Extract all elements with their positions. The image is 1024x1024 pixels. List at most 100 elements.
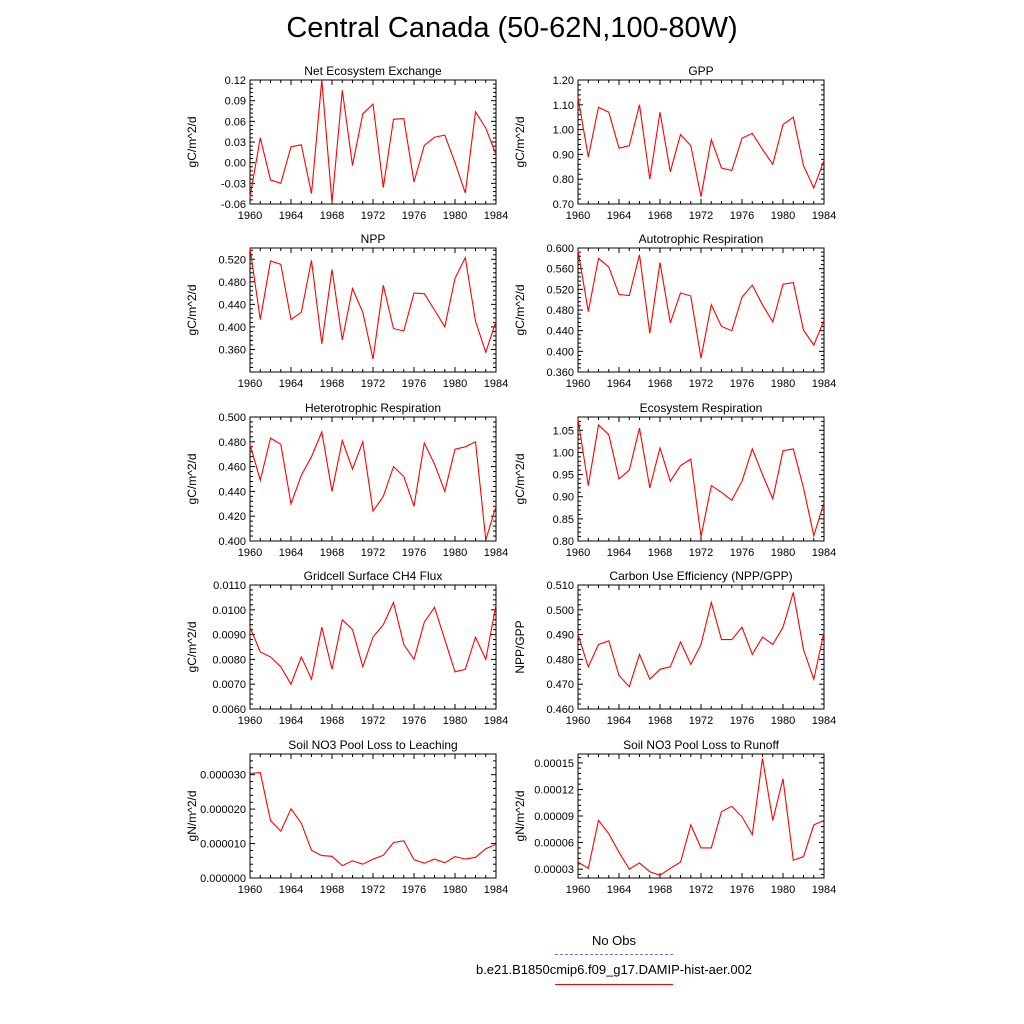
y-tick-label: 0.420 — [218, 511, 246, 523]
y-tick-label: 0.0070 — [212, 679, 246, 691]
legend-line-model — [555, 984, 673, 985]
x-tick-label: 1968 — [648, 547, 672, 559]
y-tick-label: 0.480 — [546, 654, 574, 666]
x-tick-label: 1972 — [361, 210, 385, 222]
x-tick-label: 1960 — [238, 378, 262, 390]
series-line — [249, 79, 497, 203]
y-tick-label: 0.90 — [553, 149, 574, 161]
x-tick-label: 1984 — [812, 547, 836, 559]
x-tick-label: 1964 — [607, 715, 631, 727]
x-tick-label: 1976 — [402, 715, 426, 727]
y-axis-label: gC/m^2/d — [513, 117, 527, 168]
x-tick-label: 1980 — [771, 547, 795, 559]
x-tick-label: 1976 — [402, 547, 426, 559]
x-tick-label: 1968 — [320, 715, 344, 727]
x-tick-label: 1964 — [607, 547, 631, 559]
legend-label-model: b.e21.B1850cmip6.f09_g17.DAMIP-hist-aer.… — [475, 962, 753, 977]
panel-title: Autotrophic Respiration — [639, 232, 764, 246]
x-tick-label: 1976 — [730, 884, 754, 896]
x-tick-label: 1964 — [607, 210, 631, 222]
y-tick-label: 0.90 — [553, 492, 574, 504]
x-tick-label: 1964 — [279, 547, 303, 559]
x-tick-label: 1984 — [484, 378, 508, 390]
x-tick-label: 1968 — [648, 884, 672, 896]
y-axis-label: gC/m^2/d — [513, 285, 527, 336]
panel-9: Soil NO3 Pool Loss to Runoff 1960 1964 1968… — [513, 738, 836, 896]
y-tick-label: 1.00 — [553, 447, 574, 459]
x-tick-label: 1984 — [484, 884, 508, 896]
x-tick-label: 1968 — [648, 715, 672, 727]
panel-5: Ecosystem Respiration 1960 1964 1968 1972 197… — [513, 401, 836, 559]
x-tick-label: 1960 — [566, 715, 590, 727]
y-tick-label: 0.400 — [218, 536, 246, 548]
y-tick-label: 0.440 — [218, 486, 246, 498]
panel-2: NPP 1960 1964 1968 1972 1976 1980 1984 0.360 0.40… — [185, 232, 508, 390]
panel-title: Soil NO3 Pool Loss to Leaching — [288, 738, 457, 752]
y-tick-label: 0.520 — [546, 284, 574, 296]
x-tick-label: 1972 — [361, 378, 385, 390]
x-tick-label: 1980 — [771, 378, 795, 390]
y-tick-label: 0.00009 — [534, 811, 574, 823]
x-tick-label: 1972 — [689, 715, 713, 727]
y-tick-label: 0.00012 — [534, 784, 574, 796]
x-tick-label: 1964 — [279, 884, 303, 896]
panel-8: Soil NO3 Pool Loss to Leaching 1960 1964 19… — [185, 738, 508, 896]
panel-title: Net Ecosystem Exchange — [304, 64, 442, 78]
x-tick-label: 1972 — [689, 378, 713, 390]
x-tick-label: 1984 — [812, 884, 836, 896]
x-tick-label: 1976 — [730, 715, 754, 727]
y-tick-label: 0.00015 — [534, 758, 574, 770]
x-tick-label: 1976 — [402, 378, 426, 390]
x-tick-label: 1980 — [771, 884, 795, 896]
plot-frame — [577, 584, 825, 710]
series-line — [249, 429, 497, 540]
y-tick-label: 0.460 — [546, 704, 574, 716]
x-tick-label: 1980 — [443, 210, 467, 222]
y-tick-label: 0.12 — [225, 75, 246, 87]
y-tick-label: 0.03 — [225, 137, 246, 149]
y-tick-label: 0.480 — [218, 277, 246, 289]
y-tick-label: 0.520 — [218, 254, 246, 266]
y-tick-label: 0.000010 — [200, 839, 246, 851]
panel-title: Gridcell Surface CH4 Flux — [304, 569, 443, 583]
panel-0: Net Ecosystem Exchange 1960 1964 1968 1972 19… — [185, 64, 508, 222]
series-line — [249, 772, 497, 867]
x-tick-label: 1980 — [443, 884, 467, 896]
y-tick-label: 0.80 — [553, 174, 574, 186]
y-tick-label: -0.03 — [221, 178, 246, 190]
x-tick-label: 1976 — [730, 547, 754, 559]
x-tick-label: 1964 — [279, 378, 303, 390]
panel-7: Carbon Use Efficiency (NPP/GPP) 1960 1964 1… — [513, 569, 836, 727]
x-tick-label: 1964 — [279, 715, 303, 727]
series-line — [249, 247, 497, 360]
series-line — [249, 600, 497, 686]
y-axis-label: gC/m^2/d — [513, 454, 527, 505]
y-axis-label: gN/m^2/d — [513, 791, 527, 842]
panel-title: Ecosystem Respiration — [640, 401, 763, 415]
y-tick-label: 0.06 — [225, 116, 246, 128]
y-tick-label: 0.470 — [546, 679, 574, 691]
x-tick-label: 1960 — [566, 547, 590, 559]
x-tick-label: 1960 — [566, 378, 590, 390]
x-tick-label: 1960 — [238, 884, 262, 896]
series-line — [577, 250, 825, 359]
x-tick-label: 1964 — [607, 378, 631, 390]
x-tick-label: 1972 — [361, 715, 385, 727]
x-tick-label: 1968 — [320, 210, 344, 222]
x-tick-label: 1980 — [771, 715, 795, 727]
y-tick-label: 0.500 — [218, 412, 246, 424]
y-tick-label: 0.85 — [553, 514, 574, 526]
x-tick-label: 1960 — [238, 715, 262, 727]
y-tick-label: 0.000000 — [200, 873, 246, 885]
series-line — [577, 419, 825, 538]
x-tick-label: 1968 — [320, 378, 344, 390]
x-tick-label: 1960 — [238, 547, 262, 559]
y-tick-label: 0.000020 — [200, 804, 246, 816]
plot-frame — [577, 416, 825, 542]
y-tick-label: 0.480 — [218, 437, 246, 449]
x-tick-label: 1984 — [812, 378, 836, 390]
panel-title: Carbon Use Efficiency (NPP/GPP) — [609, 569, 792, 583]
x-tick-label: 1972 — [689, 547, 713, 559]
x-tick-label: 1984 — [484, 210, 508, 222]
